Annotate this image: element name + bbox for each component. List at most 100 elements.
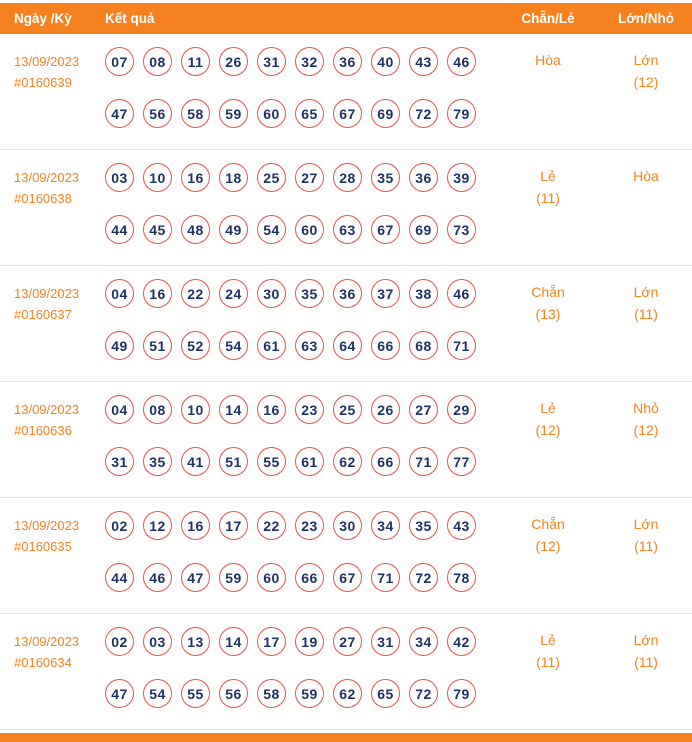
next-table-header-strip xyxy=(0,733,692,742)
lottery-number: 36 xyxy=(333,279,362,308)
lottery-number: 31 xyxy=(105,447,134,476)
lottery-number: 02 xyxy=(105,627,134,656)
big-small-value: Lớn xyxy=(633,284,659,300)
result-row: 13/09/2023 #0160638 03 10 16 18 25 27 28 35 36 39 44… xyxy=(0,150,692,266)
numbers-line: 07 08 11 26 31 32 36 40 43 46 xyxy=(105,47,496,76)
lottery-number: 59 xyxy=(219,563,248,592)
big-small-cell: Nhỏ (12) xyxy=(600,395,692,476)
lottery-number: 17 xyxy=(219,511,248,540)
numbers-line: 44 46 47 59 60 66 67 71 72 78 xyxy=(105,563,496,592)
lottery-number: 43 xyxy=(409,47,438,76)
draw-date: 13/09/2023 xyxy=(14,518,80,533)
lottery-number: 04 xyxy=(105,395,134,424)
numbers-cell: 02 03 13 14 17 19 27 31 34 42 47 54 55 56 58 59 62 65 72 79 xyxy=(92,627,496,708)
date-period-cell: 13/09/2023 #0160635 xyxy=(0,511,92,592)
lottery-number: 59 xyxy=(219,99,248,128)
draw-date: 13/09/2023 xyxy=(14,402,80,417)
numbers-line: 03 10 16 18 25 27 28 35 36 39 xyxy=(105,163,496,192)
draw-date: 13/09/2023 xyxy=(14,634,80,649)
draw-date: 13/09/2023 xyxy=(14,286,80,301)
numbers-cell: 07 08 11 26 31 32 36 40 43 46 47 56 58 59 60 65 67 69 72 79 xyxy=(92,47,496,128)
lottery-number: 43 xyxy=(447,511,476,540)
lottery-number: 71 xyxy=(371,563,400,592)
big-small-value: Hòa xyxy=(633,168,659,184)
date-period-cell: 13/09/2023 #0160638 xyxy=(0,163,92,244)
results-body: 13/09/2023 #0160639 07 08 11 26 31 32 36 40 43 46 47… xyxy=(0,34,692,730)
big-small-count: (11) xyxy=(634,538,658,554)
even-odd-count: (13) xyxy=(535,306,561,322)
lottery-number: 28 xyxy=(333,163,362,192)
big-small-count: (12) xyxy=(633,74,659,90)
lottery-number: 39 xyxy=(447,163,476,192)
numbers-cell: 04 16 22 24 30 35 36 37 38 46 49 51 52 54 61 63 64 66 68 71 xyxy=(92,279,496,360)
lottery-number: 72 xyxy=(409,563,438,592)
lottery-number: 16 xyxy=(181,163,210,192)
lottery-number: 16 xyxy=(143,279,172,308)
lottery-number: 11 xyxy=(181,47,210,76)
lottery-number: 67 xyxy=(333,99,362,128)
result-row: 13/09/2023 #0160634 02 03 13 14 17 19 27 31 34 42 47… xyxy=(0,614,692,730)
lottery-number: 66 xyxy=(371,447,400,476)
lottery-number: 72 xyxy=(409,99,438,128)
lottery-number: 46 xyxy=(447,47,476,76)
lottery-number: 22 xyxy=(257,511,286,540)
big-small-cell: Lớn (11) xyxy=(600,511,692,592)
lottery-number: 36 xyxy=(333,47,362,76)
draw-period: #0160637 xyxy=(14,307,72,322)
lottery-number: 29 xyxy=(447,395,476,424)
result-row: 13/09/2023 #0160639 07 08 11 26 31 32 36 40 43 46 47… xyxy=(0,34,692,150)
lottery-number: 04 xyxy=(105,279,134,308)
big-small-cell: Lớn (11) xyxy=(600,627,692,708)
numbers-line: 47 54 55 56 58 59 62 65 72 79 xyxy=(105,679,496,708)
lottery-number: 49 xyxy=(105,331,134,360)
lottery-number: 35 xyxy=(143,447,172,476)
lottery-number: 51 xyxy=(143,331,172,360)
numbers-line: 04 08 10 14 16 23 25 26 27 29 xyxy=(105,395,496,424)
even-odd-count: (12) xyxy=(535,422,561,438)
lottery-number: 78 xyxy=(447,563,476,592)
draw-date: 13/09/2023 xyxy=(14,54,80,69)
numbers-line: 47 56 58 59 60 65 67 69 72 79 xyxy=(105,99,496,128)
lottery-number: 66 xyxy=(371,331,400,360)
lottery-number: 46 xyxy=(447,279,476,308)
lottery-number: 31 xyxy=(371,627,400,656)
lottery-number: 10 xyxy=(143,163,172,192)
lottery-number: 07 xyxy=(105,47,134,76)
numbers-line: 02 03 13 14 17 19 27 31 34 42 xyxy=(105,627,496,656)
lottery-number: 27 xyxy=(295,163,324,192)
numbers-line: 31 35 41 51 55 61 62 66 71 77 xyxy=(105,447,496,476)
lottery-number: 36 xyxy=(409,163,438,192)
lottery-number: 67 xyxy=(371,215,400,244)
lottery-number: 42 xyxy=(447,627,476,656)
lottery-number: 71 xyxy=(447,331,476,360)
big-small-value: Lớn xyxy=(633,632,659,648)
numbers-cell: 03 10 16 18 25 27 28 35 36 39 44 45 48 49 54 60 63 67 69 73 xyxy=(92,163,496,244)
lottery-number: 37 xyxy=(371,279,400,308)
result-row: 13/09/2023 #0160636 04 08 10 14 16 23 25 26 27 29 31… xyxy=(0,382,692,498)
lottery-number: 41 xyxy=(181,447,210,476)
lottery-number: 30 xyxy=(333,511,362,540)
numbers-line: 44 45 48 49 54 60 63 67 69 73 xyxy=(105,215,496,244)
lottery-number: 65 xyxy=(371,679,400,708)
lottery-number: 60 xyxy=(257,99,286,128)
big-small-value: Nhỏ xyxy=(633,400,659,416)
even-odd-cell: Chẵn (13) xyxy=(496,279,600,360)
lottery-number: 47 xyxy=(105,99,134,128)
lottery-number: 34 xyxy=(371,511,400,540)
lottery-number: 67 xyxy=(333,563,362,592)
lottery-number: 58 xyxy=(257,679,286,708)
lottery-number: 68 xyxy=(409,331,438,360)
big-small-value: Lớn xyxy=(633,516,659,532)
lottery-number: 25 xyxy=(257,163,286,192)
lottery-number: 48 xyxy=(181,215,210,244)
lottery-number: 23 xyxy=(295,511,324,540)
table-header: Ngày /Kỳ Kết quả Chẵn/Lẻ Lớn/Nhỏ xyxy=(0,3,692,34)
big-small-count: (11) xyxy=(634,654,658,670)
lottery-number: 72 xyxy=(409,679,438,708)
lottery-number: 65 xyxy=(295,99,324,128)
date-period-cell: 13/09/2023 #0160637 xyxy=(0,279,92,360)
header-result: Kết quả xyxy=(105,11,155,26)
lottery-number: 71 xyxy=(409,447,438,476)
lottery-number: 61 xyxy=(257,331,286,360)
